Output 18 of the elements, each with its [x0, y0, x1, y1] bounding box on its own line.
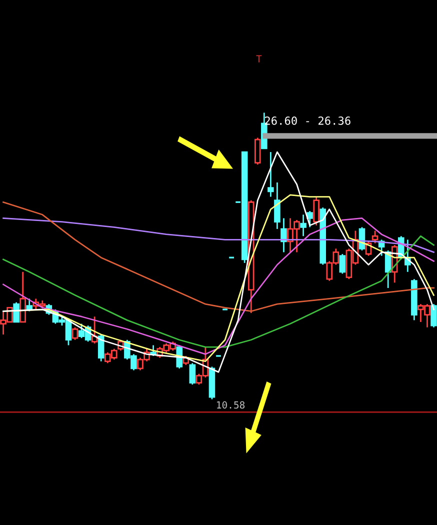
candlestick [274, 182, 280, 230]
candlestick [72, 326, 78, 341]
candlestick [150, 344, 156, 357]
candlestick [268, 151, 274, 198]
annotation: 26.60 - 26.36 [264, 116, 350, 125]
candlestick [313, 196, 320, 226]
candlestick [98, 334, 104, 362]
candlestick [20, 271, 26, 323]
candlestick [13, 302, 20, 323]
candlestick [189, 362, 196, 386]
candlestick [306, 210, 313, 228]
candlestick [300, 214, 306, 237]
candlestick [372, 230, 378, 244]
annotation: T [256, 55, 262, 62]
annotation: 10.58 [217, 401, 245, 409]
candlestick [254, 137, 261, 166]
candlestick [280, 218, 287, 253]
candlestick [339, 253, 346, 274]
